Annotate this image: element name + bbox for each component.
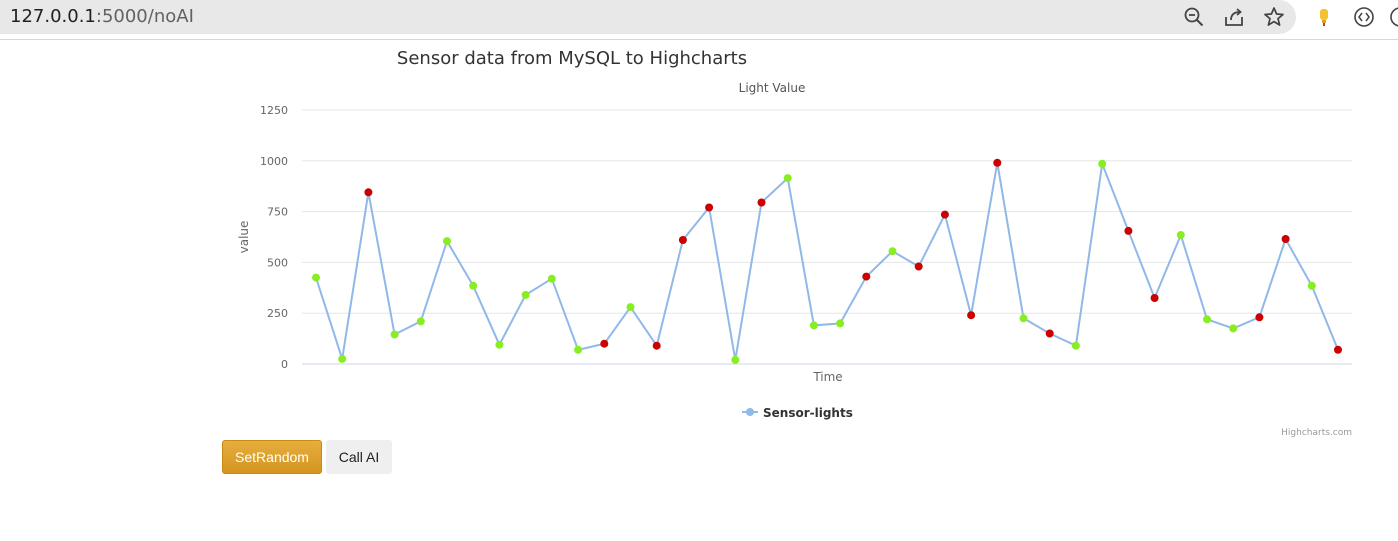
data-point[interactable] (731, 355, 740, 364)
chart-title: Sensor data from MySQL to Highcharts (397, 48, 747, 69)
y-tick-label: 250 (267, 307, 288, 320)
y-tick-label: 1000 (260, 155, 288, 168)
legend-item-sensor-lights[interactable]: Sensor-lights (763, 406, 853, 420)
browser-toolbar: 127.0.0.1:5000/noAI (0, 0, 1398, 40)
series-line (315, 159, 1339, 361)
data-point[interactable] (1176, 231, 1185, 239)
url-host: 127.0.0.1 (10, 6, 96, 27)
zoom-out-icon[interactable] (1182, 5, 1206, 29)
data-point[interactable] (626, 303, 635, 312)
data-point[interactable] (312, 273, 320, 282)
set-random-button[interactable]: SetRandom (222, 440, 322, 474)
url-text[interactable]: 127.0.0.1:5000/noAI (10, 6, 194, 27)
y-axis-label: value (237, 221, 251, 254)
data-point[interactable] (416, 317, 425, 326)
data-point[interactable] (809, 321, 818, 330)
data-point[interactable] (1150, 294, 1159, 302)
data-point[interactable] (1229, 324, 1238, 333)
bookmark-star-icon[interactable] (1262, 5, 1286, 29)
profile-icon[interactable] (1388, 5, 1398, 29)
data-point[interactable] (757, 198, 766, 207)
data-point[interactable] (521, 290, 530, 299)
data-point[interactable] (783, 174, 792, 183)
data-point[interactable] (1203, 315, 1211, 324)
data-point[interactable] (1334, 345, 1342, 354)
address-bar[interactable]: 127.0.0.1:5000/noAI (0, 0, 1296, 34)
extension-icon[interactable] (1312, 5, 1336, 29)
data-point[interactable] (364, 188, 373, 197)
gridlines (302, 109, 1352, 365)
y-tick-label: 1250 (260, 104, 288, 117)
data-point[interactable] (836, 319, 845, 328)
chart-svg: Sensor data from MySQL to Highcharts Lig… (237, 48, 1352, 438)
y-tick-label: 750 (267, 206, 288, 219)
y-axis-ticks: 0 250 500 750 1000 1250 (260, 104, 288, 371)
data-point[interactable] (574, 345, 583, 354)
data-point[interactable] (495, 340, 504, 349)
highcharts-credits-link[interactable]: Highcharts.com (1281, 428, 1352, 438)
url-path: :5000/noAI (95, 6, 194, 27)
data-point[interactable] (390, 330, 399, 339)
legend-marker (746, 408, 754, 416)
data-point[interactable] (338, 354, 347, 363)
data-point[interactable] (1124, 226, 1133, 235)
data-point[interactable] (443, 237, 451, 246)
chart-subtitle: Light Value (739, 81, 806, 95)
data-point[interactable] (469, 281, 478, 290)
x-axis-label: Time (812, 370, 842, 384)
data-point[interactable] (1255, 313, 1264, 322)
data-point[interactable] (1071, 341, 1080, 350)
data-point[interactable] (1019, 314, 1028, 323)
data-point[interactable] (888, 247, 897, 256)
call-ai-button[interactable]: Call AI (326, 440, 392, 474)
data-point[interactable] (547, 274, 556, 283)
data-point[interactable] (993, 158, 1002, 167)
data-point[interactable] (1045, 329, 1054, 338)
data-point[interactable] (652, 341, 661, 350)
data-point[interactable] (940, 210, 949, 219)
data-point[interactable] (914, 262, 923, 271)
data-point[interactable] (678, 236, 687, 244)
legend[interactable]: Sensor-lights (742, 406, 853, 420)
data-point[interactable] (600, 339, 609, 348)
y-tick-label: 500 (267, 256, 288, 269)
data-point[interactable] (1307, 281, 1316, 290)
series-sensor-lights (312, 158, 1342, 364)
data-point[interactable] (862, 272, 871, 281)
sensor-chart: Sensor data from MySQL to Highcharts Lig… (222, 40, 1362, 440)
extension-code-icon[interactable] (1352, 5, 1376, 29)
y-tick-label: 0 (281, 358, 288, 371)
data-point[interactable] (1281, 235, 1290, 243)
data-point[interactable] (1098, 159, 1107, 168)
share-icon[interactable] (1222, 5, 1246, 29)
data-point[interactable] (705, 203, 714, 212)
data-point[interactable] (967, 311, 976, 320)
